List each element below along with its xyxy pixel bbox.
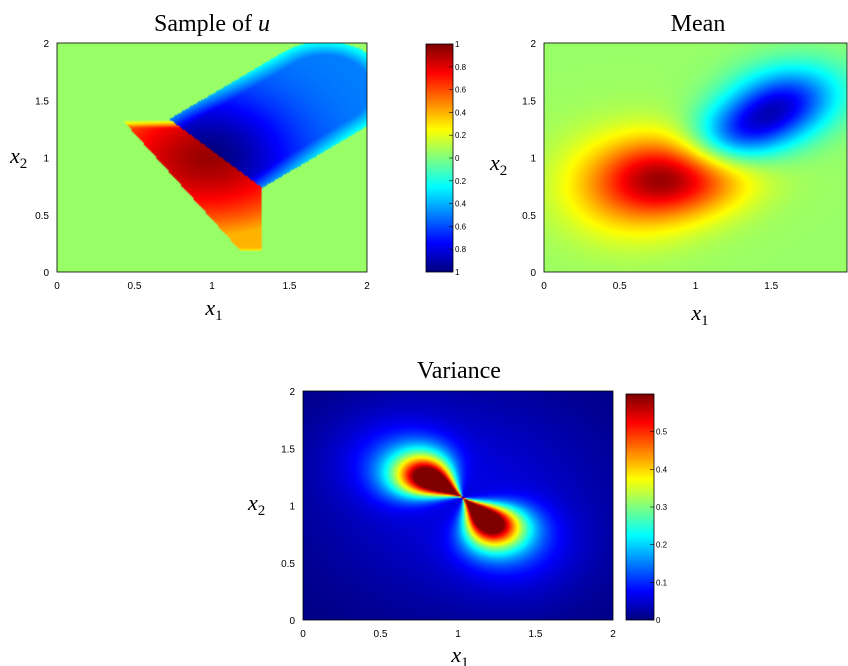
mean-xlabel: x1	[690, 300, 708, 329]
sample-cb-tick-label: 0.4	[455, 108, 467, 117]
sample-cb-tick-label: 1	[455, 268, 460, 277]
variance-xtick-label: 2	[610, 629, 616, 640]
variance-ytick-label: 1	[289, 502, 295, 513]
variance-xtick-label: 1	[455, 629, 461, 640]
variance-cb-tick-label: 0	[656, 616, 661, 625]
sample-axes-frame	[56, 42, 368, 273]
mean-ytick-label: 0	[530, 268, 536, 279]
mean-heatmap	[544, 43, 847, 272]
sample-xtick-label: 0.5	[128, 281, 142, 292]
sample-title: Sample of u	[154, 11, 270, 37]
sample-xtick-label: 1	[209, 281, 215, 292]
panel-mean: Mean 0 0.5 1 1.5 0 0.5 1 1.5 2 x1 x2	[489, 11, 848, 329]
mean-xtick-label: 1.5	[764, 281, 778, 292]
variance-colorbar	[626, 394, 654, 620]
sample-cb-tick-label: 0	[455, 154, 460, 163]
sample-ytick-label: 1.5	[35, 96, 49, 107]
panel-variance: Variance 0 0.5 1 1.5 2 0 0.5 1 1.5 2 x1 x2 0 0.1 0.…	[247, 358, 668, 666]
sample-cb-tick-label: 0.6	[455, 222, 467, 231]
variance-ytick-label: 0.5	[281, 559, 295, 570]
variance-heatmap	[303, 391, 613, 620]
sample-cb-tick-label: 0.2	[455, 177, 467, 186]
variance-xtick-label: 0.5	[374, 629, 388, 640]
variance-cb-tick-label: 0.4	[656, 465, 668, 474]
sample-xtick-label: 0	[54, 281, 60, 292]
variance-cb-tick-label: 0.1	[656, 578, 668, 587]
variance-axes-frame	[302, 390, 614, 621]
sample-cb-tick-label: 1	[455, 40, 460, 49]
sample-ytick-label: 1	[43, 154, 49, 165]
variance-xlabel: x1	[450, 642, 468, 666]
variance-title: Variance	[417, 358, 501, 384]
variance-cb-tick-label: 0.3	[656, 503, 668, 512]
mean-ytick-label: 1	[530, 154, 536, 165]
variance-ytick-label: 0	[289, 616, 295, 627]
sample-cb-tick-label: 0.6	[455, 86, 467, 95]
sample-ytick-label: 2	[43, 39, 49, 50]
mean-title: Mean	[671, 11, 726, 37]
mean-ytick-label: 2	[530, 39, 536, 50]
sample-xtick-label: 2	[364, 281, 370, 292]
variance-ytick-label: 2	[289, 387, 295, 398]
sample-cb-tick-label: 0.4	[455, 200, 467, 209]
sample-ylabel: x2	[9, 143, 27, 172]
sample-heatmap	[57, 43, 367, 272]
mean-xtick-label: 1	[693, 281, 699, 292]
sample-ytick-label: 0	[43, 268, 49, 279]
variance-xtick-label: 1.5	[529, 629, 543, 640]
sample-xtick-label: 1.5	[283, 281, 297, 292]
sample-cb-tick-label: 0.8	[455, 63, 467, 72]
variance-ytick-label: 1.5	[281, 444, 295, 455]
sample-colorbar	[426, 44, 453, 272]
mean-ylabel: x2	[489, 150, 507, 179]
variance-cb-tick-label: 0.2	[656, 541, 668, 550]
mean-ytick-label: 1.5	[522, 96, 536, 107]
sample-ytick-label: 0.5	[35, 211, 49, 222]
mean-xtick-label: 0.5	[613, 281, 627, 292]
variance-xtick-label: 0	[300, 629, 306, 640]
sample-xlabel: x1	[204, 295, 222, 324]
sample-cb-tick-label: 0.8	[455, 245, 467, 254]
sample-cb-tick-label: 0.2	[455, 131, 467, 140]
variance-ylabel: x2	[247, 490, 265, 519]
mean-xtick-label: 0	[541, 281, 547, 292]
mean-axes-frame	[543, 42, 848, 273]
variance-cb-tick-label: 0.5	[656, 428, 668, 437]
mean-ytick-label: 0.5	[522, 211, 536, 222]
panel-sample: Sample of u 0 0.5 1 1.5 2 0 0.5 1 1.5 2 x1 x2 1 0.…	[9, 11, 467, 324]
